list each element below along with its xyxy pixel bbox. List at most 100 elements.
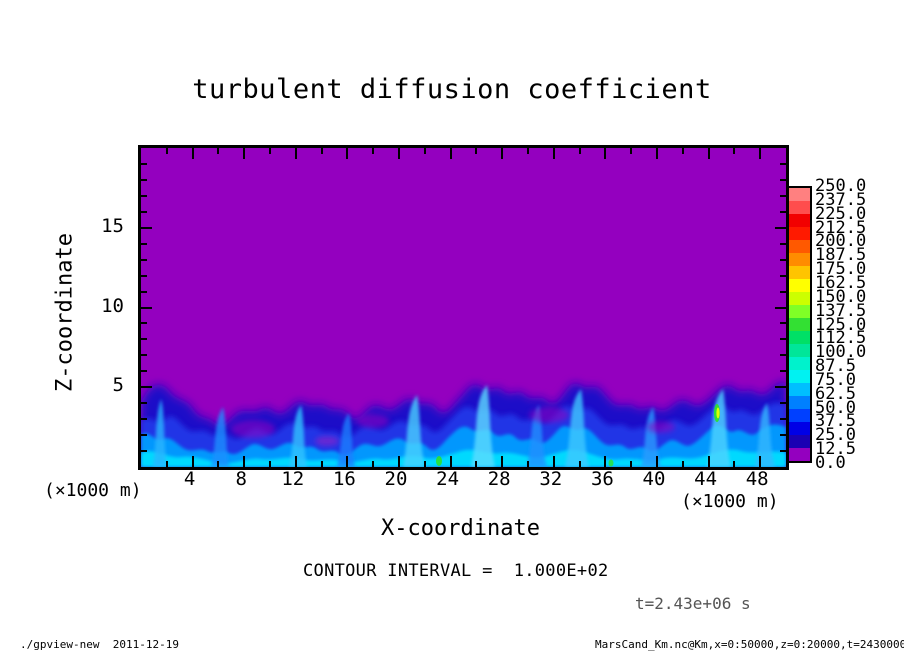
x-tick-top [501, 148, 504, 159]
x-tick [475, 461, 478, 467]
colorbar-band [789, 305, 810, 318]
colorbar-band [789, 266, 810, 279]
y-tick [141, 290, 147, 293]
x-tick-label: 44 [694, 468, 718, 490]
x-tick-top [398, 148, 400, 159]
colorbar-band [789, 409, 810, 422]
x-tick-top [320, 148, 323, 154]
colorbar-label: 200.0 [815, 231, 867, 252]
colorbar-band [789, 253, 810, 266]
x-tick-label: 8 [235, 468, 247, 490]
y-tick [141, 402, 147, 405]
x-tick [501, 456, 504, 467]
colorbar-label: 162.5 [815, 272, 867, 293]
high-value-maxima [436, 404, 720, 467]
x-tick [733, 461, 736, 467]
y-tick [141, 162, 147, 165]
y-tick [141, 338, 147, 341]
plot-area [138, 145, 789, 470]
x-tick-top [707, 148, 710, 159]
colorbar-band [789, 370, 810, 383]
x-tick [527, 461, 529, 467]
x-tick-label: 16 [332, 468, 356, 490]
colorbar-label: 62.5 [815, 383, 856, 404]
y-tick-right [780, 370, 786, 373]
colorbar-band [789, 279, 810, 292]
x-tick [372, 461, 375, 467]
colorbar-label: 25.0 [815, 425, 856, 446]
x-tick [578, 461, 581, 467]
y-tick [141, 370, 147, 373]
y-axis-title: Z-coordinate [52, 233, 78, 392]
y-tick-right [775, 226, 786, 229]
x-tick [243, 456, 246, 467]
x-tick-label: 48 [745, 468, 769, 490]
colorbar-band [789, 188, 810, 201]
x-tick-top [527, 148, 529, 154]
x-tick-label: 40 [642, 468, 666, 490]
y-tick-label: 15 [101, 214, 124, 237]
x-tick-top [475, 148, 478, 154]
y-tick [141, 386, 152, 389]
y-tick-right [780, 290, 786, 293]
colorbar-band [789, 201, 810, 214]
y-tick-label: 5 [112, 374, 124, 397]
x-tick-top [294, 148, 297, 159]
x-tick [165, 461, 168, 467]
x-tick [552, 456, 555, 467]
y-tick-right [780, 338, 786, 341]
x-tick-top [733, 148, 736, 154]
x-tick-label: 24 [436, 468, 460, 490]
colorbar-band [789, 448, 810, 461]
colorbar-band [789, 396, 810, 409]
colorbar-label: 112.5 [815, 328, 867, 349]
footer-command: ./gpview-new 2011-12-19 [20, 638, 179, 651]
colorbar-label: 137.5 [815, 300, 867, 321]
x-tick-top [243, 148, 246, 159]
x-tick-top [217, 148, 220, 154]
x-tick [398, 456, 400, 467]
colorbar-band [789, 383, 810, 396]
x-tick-label: 4 [183, 468, 196, 490]
colorbar-label: 250.0 [815, 176, 867, 196]
y-tick [141, 194, 147, 197]
footer-dataset: MarsCand_Km.nc@Km,x=0:50000,z=0:20000,t=… [595, 638, 904, 651]
y-tick-right [775, 386, 786, 389]
y-tick [141, 434, 147, 437]
x-unit-label-right: (×1000 m) [681, 491, 779, 512]
x-tick [191, 456, 194, 467]
y-tick [141, 178, 147, 181]
y-tick-right [780, 178, 786, 181]
colorbar-band [789, 227, 810, 240]
colorbar-label: 100.0 [815, 342, 867, 363]
x-tick [656, 456, 658, 467]
page-title: turbulent diffusion coefficient [192, 74, 712, 105]
y-tick [141, 354, 147, 357]
x-tick [759, 456, 762, 467]
colorbar-label: 12.5 [815, 439, 856, 460]
y-tick-label: 10 [101, 294, 124, 317]
x-unit-label-left: (×1000 m) [44, 480, 142, 501]
x-tick-top [372, 148, 375, 154]
x-tick-top [449, 148, 452, 159]
x-axis-title: X-coordinate [381, 516, 540, 541]
x-tick-label: 20 [384, 468, 408, 490]
x-tick [707, 456, 710, 467]
x-tick-top [656, 148, 658, 159]
x-tick [423, 461, 426, 467]
colorbar-label: 75.0 [815, 369, 856, 390]
colorbar-label: 187.5 [815, 245, 867, 266]
y-tick [141, 242, 147, 245]
colorbar-band [789, 318, 810, 331]
contour-interval-caption: CONTOUR INTERVAL = 1.000E+02 [303, 561, 609, 581]
x-tick-label: 28 [487, 468, 511, 490]
x-tick-top [423, 148, 426, 154]
y-tick-right [780, 402, 786, 405]
x-tick [217, 461, 220, 467]
x-tick-top [165, 148, 168, 154]
y-tick-right [780, 354, 786, 357]
y-tick-right [775, 306, 786, 309]
turbulence-field [141, 381, 786, 467]
x-tick-top [630, 148, 633, 154]
colorbar-band [789, 435, 810, 448]
